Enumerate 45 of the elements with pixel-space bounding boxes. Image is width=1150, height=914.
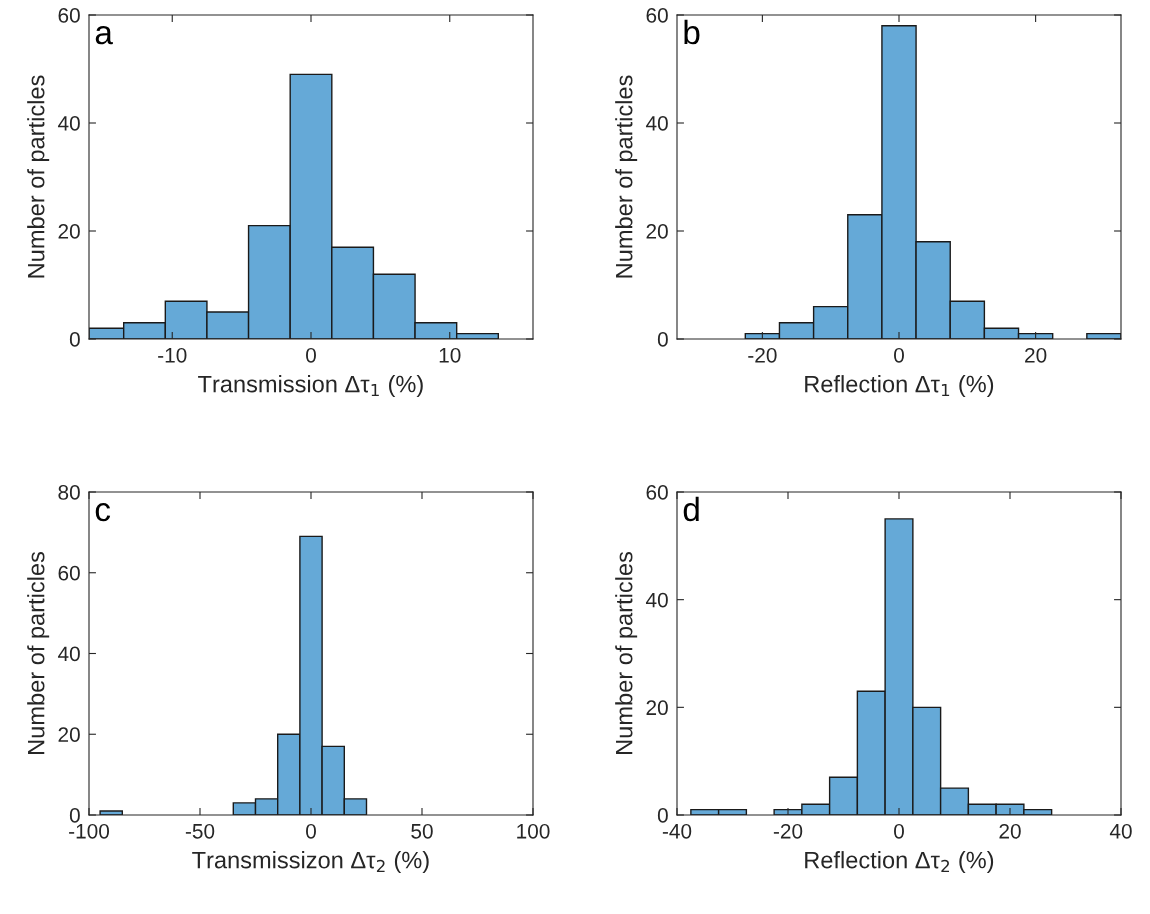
x-axis-title: Reflection Δτ$_{1}$ (%): [805, 375, 994, 398]
y-axis-title: Number of particles: [27, 551, 50, 754]
x-tick-label: 0: [306, 823, 316, 839]
annotation: a: [95, 26, 113, 45]
x-tick-label: -40: [662, 823, 692, 839]
y-tick-label: 20: [646, 224, 668, 239]
y-tick-label: 60: [646, 8, 668, 23]
annotation: d: [683, 496, 699, 522]
y-tick-label: 20: [58, 224, 80, 239]
x-tick-label: 10: [439, 347, 461, 363]
y-tick-label: 0: [69, 332, 80, 347]
x-tick-label: 40: [1109, 823, 1132, 839]
x-tick-label: 0: [894, 823, 904, 839]
y-tick-label: 40: [57, 646, 80, 662]
x-tick-label: 0: [894, 347, 904, 363]
x-tick-label: -100: [69, 823, 110, 839]
x-tick-label: 0: [306, 347, 316, 363]
y-axis-title: Number of particles: [615, 75, 638, 278]
x-axis-title: Transmissizon Δτ$_{2}$ (%): [192, 851, 429, 874]
y-tick-label: 40: [57, 116, 80, 131]
x-tick-label: 20: [1025, 347, 1047, 363]
y-tick-label: 0: [657, 808, 668, 823]
x-tick-label: -10: [158, 347, 187, 363]
y-tick-label: 20: [58, 727, 80, 742]
x-tick-label: 20: [999, 823, 1021, 839]
x-tick-label: 50: [411, 823, 433, 839]
x-tick-label: -50: [185, 823, 215, 839]
y-tick-label: 80: [58, 485, 80, 500]
x-tick-label: 100: [517, 823, 550, 839]
y-tick-label: 40: [645, 592, 668, 608]
y-tick-label: 0: [657, 332, 668, 347]
y-tick-label: 20: [646, 700, 668, 716]
x-tick-label: -20: [748, 347, 777, 363]
annotation: c: [95, 503, 111, 522]
y-axis-title: Number of particles: [27, 75, 50, 278]
y-tick-label: 60: [58, 565, 80, 581]
y-tick-label: 60: [646, 485, 668, 500]
y-tick-label: 60: [58, 8, 80, 23]
x-axis-title: Reflection Δτ$_{2}$ (%): [805, 851, 994, 874]
annotation: b: [684, 19, 700, 45]
x-axis-title: Transmission Δτ$_{1}$ (%): [198, 375, 423, 398]
y-tick-label: 0: [69, 808, 80, 823]
x-tick-label: -20: [773, 823, 803, 839]
y-tick-label: 40: [645, 116, 668, 131]
y-axis-title: Number of particles: [615, 551, 638, 754]
